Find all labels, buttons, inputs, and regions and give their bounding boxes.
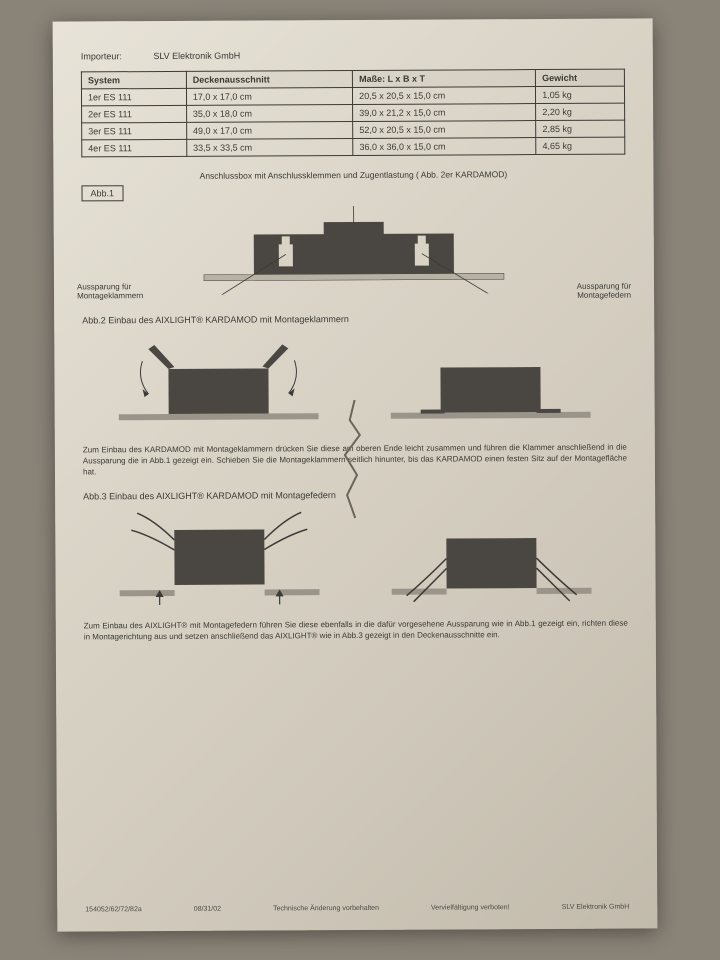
table-cell: 33,5 x 33,5 cm: [187, 139, 353, 157]
fig2-right-svg: [390, 337, 591, 438]
table-cell: 3er ES 111: [82, 122, 187, 140]
footer: 154052/62/72/82a 08/31/02 Technische Änd…: [85, 904, 629, 914]
fig2-left-svg: [118, 338, 319, 439]
abb3-text: Zum Einbau des AIXLIGHT® mit Montagefede…: [84, 619, 628, 643]
table-cell: 2er ES 111: [82, 105, 187, 123]
footer-mid: Technische Änderung vorbehalten: [273, 905, 379, 913]
spec-table: SystemDeckenausschnittMaße: L x B x TGew…: [81, 69, 625, 158]
table-row: 4er ES 11133,5 x 33,5 cm36,0 x 36,0 x 15…: [82, 137, 625, 157]
connection-box-note: Anschlussbox mit Anschlussklemmen und Zu…: [81, 169, 625, 182]
instruction-sheet: Importeur: SLV Elektronik GmbH SystemDec…: [53, 18, 658, 931]
table-cell: 39,0 x 21,2 x 15,0 cm: [353, 104, 536, 122]
table-cell: 17,0 x 17,0 cm: [186, 88, 352, 106]
table-cell: 49,0 x 17,0 cm: [186, 122, 352, 140]
table-cell: 1,05 kg: [536, 86, 625, 103]
footer-mid2: Vervielfältigung verboten!: [431, 904, 510, 911]
importer-label: Importeur:: [81, 51, 151, 61]
fig3-right-svg: [391, 503, 592, 614]
importer-row: Importeur: SLV Elektronik GmbH: [81, 49, 625, 62]
table-cell: 4er ES 111: [82, 139, 187, 157]
abb2-text: Zum Einbau des KARDAMOD mit Montageklamm…: [83, 443, 627, 478]
table-cell: 4,65 kg: [536, 137, 625, 154]
footer-date: 08/31/02: [194, 906, 221, 913]
figure-2: [82, 327, 627, 440]
table-header: Gewicht: [536, 69, 625, 86]
table-header: Deckenausschnitt: [186, 71, 352, 89]
table-cell: 1er ES 111: [81, 88, 186, 106]
footer-partno: 154052/62/72/82a: [85, 906, 141, 913]
abb3-title: Abb.3 Einbau des AIXLIGHT® KARDAMOD mit …: [83, 489, 627, 502]
table-cell: 35,0 x 18,0 cm: [186, 105, 352, 123]
fig3-left-svg: [119, 505, 320, 616]
table-header: Maße: L x B x T: [353, 70, 536, 88]
table-cell: 2,85 kg: [536, 120, 625, 137]
table-cell: 52,0 x 20,5 x 15,0 cm: [353, 121, 536, 139]
table-cell: 2,20 kg: [536, 103, 625, 120]
figure-1: Abb.1 Aussparung für Montageklammern Aus…: [81, 183, 626, 306]
table-header: System: [81, 71, 186, 89]
figure-3: [83, 503, 628, 616]
callout-right: Aussparung für Montagefedern: [541, 283, 631, 301]
footer-right: SLV Elektronik GmbH: [562, 904, 630, 911]
abb2-title: Abb.2 Einbau des AIXLIGHT® KARDAMOD mit …: [82, 313, 626, 326]
fig1-svg: [194, 203, 514, 295]
abb1-label: Abb.1: [81, 185, 123, 201]
callout-left: Aussparung für Montageklammern: [77, 283, 167, 301]
table-cell: 20,5 x 20,5 x 15,0 cm: [353, 87, 536, 105]
importer-name: SLV Elektronik GmbH: [153, 51, 240, 61]
table-cell: 36,0 x 36,0 x 15,0 cm: [353, 138, 536, 156]
